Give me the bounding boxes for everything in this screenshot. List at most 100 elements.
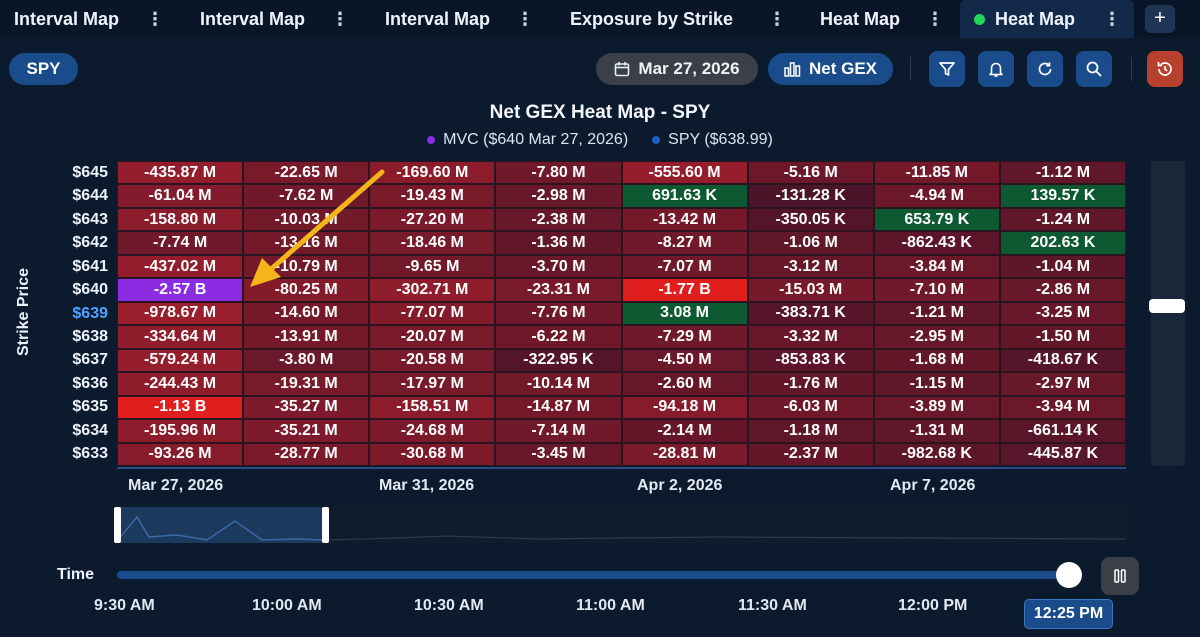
heatmap-cell[interactable]: -1.15 M bbox=[873, 372, 1000, 396]
heatmap-cell[interactable]: -23.31 M bbox=[495, 278, 622, 302]
heatmap-cell[interactable]: -3.84 M bbox=[873, 254, 1000, 279]
heatmap-cell[interactable]: -7.80 M bbox=[495, 161, 622, 185]
heatmap-cell[interactable]: -93.26 M bbox=[117, 442, 244, 466]
heatmap-cell[interactable]: -9.65 M bbox=[369, 254, 496, 279]
heatmap-cell[interactable]: -7.74 M bbox=[117, 231, 244, 255]
heatmap-cell[interactable]: -6.22 M bbox=[495, 325, 622, 349]
heatmap-cell[interactable]: -2.97 M bbox=[999, 372, 1126, 396]
heatmap-cell[interactable]: -7.14 M bbox=[495, 419, 622, 443]
kebab-menu-icon[interactable]: ⋮ bbox=[516, 9, 534, 29]
heatmap-cell[interactable]: -77.07 M bbox=[369, 301, 496, 326]
heatmap-cell[interactable]: -7.76 M bbox=[495, 301, 622, 326]
search-button[interactable] bbox=[1076, 51, 1112, 87]
heatmap-cell[interactable]: -30.68 M bbox=[369, 442, 496, 466]
heatmap-cell[interactable]: -244.43 M bbox=[117, 372, 244, 396]
heatmap-cell[interactable]: -2.60 M bbox=[621, 372, 748, 396]
heatmap-cell[interactable]: -3.80 M bbox=[243, 348, 370, 373]
tab-exposure-by-strike[interactable]: Exposure by Strike ⋮ bbox=[556, 0, 786, 38]
heatmap-cell[interactable]: -2.37 M bbox=[747, 442, 874, 466]
heatmap-cell[interactable]: -7.29 M bbox=[621, 325, 748, 349]
heatmap-cell[interactable]: -3.89 M bbox=[873, 395, 1000, 420]
heatmap-cell[interactable]: -10.14 M bbox=[495, 372, 622, 396]
tab-interval-map-1[interactable]: Interval Map ⋮ bbox=[0, 0, 170, 38]
heatmap-cell[interactable]: -1.50 M bbox=[999, 325, 1126, 349]
heatmap-cell[interactable]: -169.60 M bbox=[369, 161, 496, 185]
heatmap-cell[interactable]: -3.32 M bbox=[747, 325, 874, 349]
kebab-menu-icon[interactable]: ⋮ bbox=[926, 9, 944, 29]
heatmap-cell[interactable]: -2.38 M bbox=[495, 207, 622, 232]
heatmap-cell[interactable]: -418.67 K bbox=[999, 348, 1126, 373]
heatmap-cell[interactable]: -3.94 M bbox=[999, 395, 1126, 420]
heatmap-cell[interactable]: -13.91 M bbox=[243, 325, 370, 349]
filter-button[interactable] bbox=[929, 51, 965, 87]
heatmap-cell[interactable]: 3.08 M bbox=[621, 301, 748, 326]
heatmap-cell[interactable]: -7.07 M bbox=[621, 254, 748, 279]
heatmap-cell[interactable]: -2.98 M bbox=[495, 184, 622, 208]
heatmap-cell[interactable]: -158.80 M bbox=[117, 207, 244, 232]
metric-selector[interactable]: Net GEX bbox=[768, 53, 893, 85]
heatmap-cell[interactable]: -1.18 M bbox=[747, 419, 874, 443]
heatmap-cell[interactable]: -1.31 M bbox=[873, 419, 1000, 443]
heatmap-cell[interactable]: -862.43 K bbox=[873, 231, 1000, 255]
heatmap-cell[interactable]: -14.87 M bbox=[495, 395, 622, 420]
heatmap-cell[interactable]: -2.14 M bbox=[621, 419, 748, 443]
heatmap-cell[interactable]: -3.45 M bbox=[495, 442, 622, 466]
heatmap-cell[interactable]: -14.60 M bbox=[243, 301, 370, 326]
heatmap-cell[interactable]: -28.77 M bbox=[243, 442, 370, 466]
vertical-zoom-track[interactable] bbox=[1151, 161, 1185, 466]
heatmap-cell[interactable]: -853.83 K bbox=[747, 348, 874, 373]
refresh-button[interactable] bbox=[1027, 51, 1063, 87]
heatmap-cell[interactable]: -35.27 M bbox=[243, 395, 370, 420]
heatmap-cell[interactable]: -350.05 K bbox=[747, 207, 874, 232]
heatmap-cell[interactable]: -10.79 M bbox=[243, 254, 370, 279]
heatmap-cell[interactable]: -17.97 M bbox=[369, 372, 496, 396]
heatmap-cell[interactable]: -7.62 M bbox=[243, 184, 370, 208]
heatmap-cell[interactable]: -27.20 M bbox=[369, 207, 496, 232]
heatmap-cell[interactable]: 691.63 K bbox=[621, 184, 748, 208]
heatmap-cell[interactable]: -1.06 M bbox=[747, 231, 874, 255]
history-button[interactable] bbox=[1147, 51, 1183, 87]
heatmap-cell[interactable]: -383.71 K bbox=[747, 301, 874, 326]
heatmap-cell[interactable]: -3.25 M bbox=[999, 301, 1126, 326]
heatmap-cell[interactable]: -13.16 M bbox=[243, 231, 370, 255]
heatmap-cell[interactable]: -20.07 M bbox=[369, 325, 496, 349]
kebab-menu-icon[interactable]: ⋮ bbox=[331, 9, 349, 29]
alerts-button[interactable] bbox=[978, 51, 1014, 87]
navigator-right-handle[interactable] bbox=[322, 507, 329, 543]
tab-heat-map-active[interactable]: Heat Map ⋮ bbox=[960, 0, 1134, 38]
heatmap-cell[interactable]: -13.42 M bbox=[621, 207, 748, 232]
kebab-menu-icon[interactable]: ⋮ bbox=[146, 9, 164, 29]
heatmap-cell[interactable]: 653.79 K bbox=[873, 207, 1000, 232]
heatmap-cell[interactable]: -2.95 M bbox=[873, 325, 1000, 349]
heatmap-cell[interactable]: -1.36 M bbox=[495, 231, 622, 255]
heatmap-cell[interactable]: -19.31 M bbox=[243, 372, 370, 396]
heatmap-cell[interactable]: -8.27 M bbox=[621, 231, 748, 255]
heatmap-cell[interactable]: -61.04 M bbox=[117, 184, 244, 208]
symbol-selector[interactable]: SPY bbox=[9, 53, 78, 85]
legend-item-spot[interactable]: SPY ($638.99) bbox=[652, 131, 773, 149]
heatmap-cell[interactable]: -579.24 M bbox=[117, 348, 244, 373]
heatmap-cell[interactable]: -322.95 K bbox=[495, 348, 622, 373]
heatmap-cell[interactable]: -28.81 M bbox=[621, 442, 748, 466]
heatmap-cell[interactable]: 139.57 K bbox=[999, 184, 1126, 208]
heatmap-cell[interactable]: -1.04 M bbox=[999, 254, 1126, 279]
heatmap-cell[interactable]: -24.68 M bbox=[369, 419, 496, 443]
heatmap-cell[interactable]: -20.58 M bbox=[369, 348, 496, 373]
heatmap-cell[interactable]: -3.12 M bbox=[747, 254, 874, 279]
heatmap-cell[interactable]: -1.77 B bbox=[621, 278, 748, 302]
heatmap-cell[interactable]: -1.76 M bbox=[747, 372, 874, 396]
heatmap-cell[interactable]: -5.16 M bbox=[747, 161, 874, 185]
heatmap-cell[interactable]: -94.18 M bbox=[621, 395, 748, 420]
heatmap-cell[interactable]: -445.87 K bbox=[999, 442, 1126, 466]
heatmap-cell[interactable]: -11.85 M bbox=[873, 161, 1000, 185]
heatmap-cell[interactable]: -7.10 M bbox=[873, 278, 1000, 302]
heatmap-cell[interactable]: -6.03 M bbox=[747, 395, 874, 420]
legend-item-mvc[interactable]: MVC ($640 Mar 27, 2026) bbox=[427, 131, 628, 149]
heatmap-cell[interactable]: -1.68 M bbox=[873, 348, 1000, 373]
heatmap-cell[interactable]: -1.24 M bbox=[999, 207, 1126, 232]
tab-interval-map-3[interactable]: Interval Map ⋮ bbox=[371, 0, 541, 38]
heatmap-cell[interactable]: -35.21 M bbox=[243, 419, 370, 443]
pause-button[interactable] bbox=[1101, 557, 1139, 595]
heatmap-cell[interactable]: -555.60 M bbox=[621, 161, 748, 185]
heatmap-cell[interactable]: -437.02 M bbox=[117, 254, 244, 279]
